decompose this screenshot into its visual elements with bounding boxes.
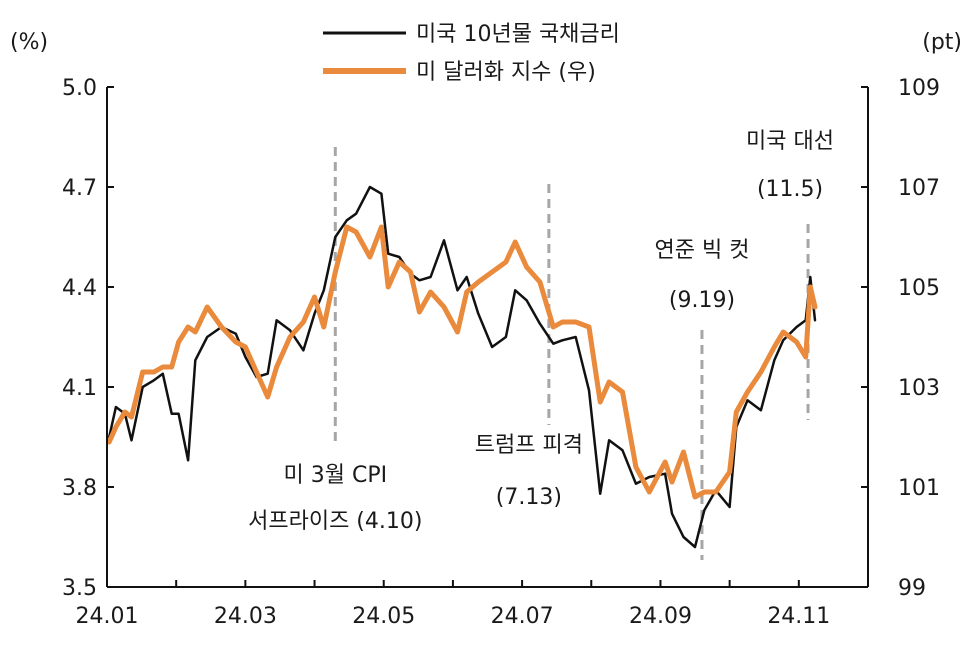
right-tick-label: 107: [898, 176, 940, 201]
left-tick-label: 4.4: [62, 276, 97, 301]
series-line-1: [106, 224, 818, 500]
legend-label: 미국 10년물 국채금리: [416, 22, 620, 47]
event-markers: 미 3월 CPI 서프라이즈 (4.10) 트럼프 피격 (7.13) 연준 빅 컷 (9…: [248, 129, 834, 560]
right-tick-label: 101: [898, 476, 940, 501]
event-label: 미 3월 CPI: [284, 463, 388, 488]
left-unit-label: (%): [10, 30, 48, 55]
event-label: (9.19): [669, 288, 735, 313]
left-tick-label: 4.1: [62, 376, 97, 401]
left-tick-label: 3.8: [62, 476, 97, 501]
event-label: 서프라이즈 (4.10): [248, 509, 422, 534]
right-tick-label: 99: [898, 576, 926, 601]
event-label: (7.13): [496, 485, 562, 510]
series-lines: [106, 185, 818, 549]
x-tick-label: 24.11: [767, 604, 830, 629]
right-unit-label: (pt): [922, 30, 962, 55]
event-label: (11.5): [757, 177, 823, 202]
x-tick-label: 24.05: [352, 604, 415, 629]
x-tick-label: 24.09: [629, 604, 692, 629]
legend-label: 미 달러화 지수 (우): [416, 60, 596, 85]
left-tick-label: 3.5: [62, 576, 97, 601]
x-tick-label: 24.07: [491, 604, 554, 629]
x-tick-label: 24.03: [214, 604, 277, 629]
series-line-0: [107, 185, 817, 549]
left-tick-label: 5.0: [62, 76, 97, 101]
right-tick-label: 103: [898, 376, 940, 401]
event-label: 연준 빅 컷: [654, 238, 749, 263]
event-label: 미국 대선: [746, 129, 834, 154]
labels: 3.5 3.8 4.1 4.4 4.7 5.0 99 101 103 105 107 109 24.01…: [10, 30, 962, 629]
event-label: 트럼프 피격: [475, 433, 583, 458]
left-tick-label: 4.7: [62, 176, 97, 201]
right-tick-label: 105: [898, 276, 940, 301]
x-tick-label: 24.01: [76, 604, 139, 629]
axes: [106, 86, 869, 588]
right-tick-label: 109: [898, 76, 940, 101]
